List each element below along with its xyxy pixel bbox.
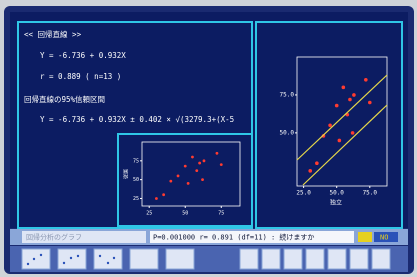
point [351, 131, 355, 135]
point [195, 169, 198, 172]
point [187, 182, 190, 185]
point [162, 193, 165, 196]
interval-title: 回帰直線の95%信頼区間 [24, 94, 105, 104]
tool-button[interactable] [94, 249, 122, 269]
point [348, 98, 352, 102]
screen: << 回帰直線 >> Y = -6.736 + 0.932X r = 0.889… [0, 0, 417, 277]
point [338, 139, 342, 143]
y-tick-label: 75 [133, 158, 139, 164]
correlation: r = 0.889 ( n=13 ) [40, 72, 121, 81]
tool-button[interactable] [328, 249, 346, 269]
tool-button[interactable] [130, 249, 158, 269]
point [308, 169, 312, 173]
x-tick-label: 50.0 [329, 190, 344, 197]
point [191, 156, 194, 159]
point [368, 101, 372, 105]
x-axis-label: 独立 [330, 199, 342, 207]
point [184, 165, 187, 168]
y-tick-label: 75.0 [280, 91, 295, 98]
page: {"header": {"title": "<< 回帰直線 >>"}, "equ… [0, 0, 417, 277]
point [342, 86, 346, 90]
x-tick-label: 25 [146, 211, 152, 217]
point [203, 159, 206, 162]
point [216, 152, 219, 155]
tool-button[interactable] [262, 249, 280, 269]
tool-button[interactable] [240, 249, 258, 269]
x-tick-label: 25.0 [296, 190, 311, 197]
y-axis-label: 従属 [123, 169, 130, 179]
equation: Y = -6.736 + 0.932X [40, 51, 126, 60]
tool-button[interactable] [306, 249, 324, 269]
point [155, 197, 158, 200]
point [328, 123, 332, 127]
point [201, 178, 204, 181]
no-label: NO [380, 234, 388, 242]
point [352, 93, 356, 97]
tool-button[interactable] [166, 249, 194, 269]
y-tick-label: 50 [133, 177, 139, 183]
point [364, 78, 368, 82]
y-tick-label: 50.0 [280, 129, 295, 136]
point [198, 162, 201, 165]
x-tick-label: 75 [218, 211, 224, 217]
y-tick-label: 25 [133, 196, 139, 202]
title: << 回帰直線 >> [24, 29, 82, 39]
tool-button[interactable] [372, 249, 390, 269]
point [315, 161, 319, 165]
tool-button[interactable] [22, 249, 50, 269]
x-tick-label: 50 [182, 211, 188, 217]
interval-equation: Y = -6.736 + 0.932X ± 0.402 × √(3279.3+(… [40, 115, 234, 124]
message: P=0.001000 r= 0.891 (df=11) : 続けますか [153, 233, 314, 242]
point [220, 163, 223, 166]
input-text: 回帰分析のグラフ [26, 233, 82, 242]
tool-button[interactable] [58, 249, 86, 269]
point [169, 180, 172, 183]
yes-button[interactable] [358, 232, 372, 242]
x-tick-label: 75.0 [363, 190, 378, 197]
point [335, 104, 339, 108]
point [177, 174, 180, 177]
tool-button[interactable] [284, 249, 302, 269]
tool-button[interactable] [350, 249, 368, 269]
